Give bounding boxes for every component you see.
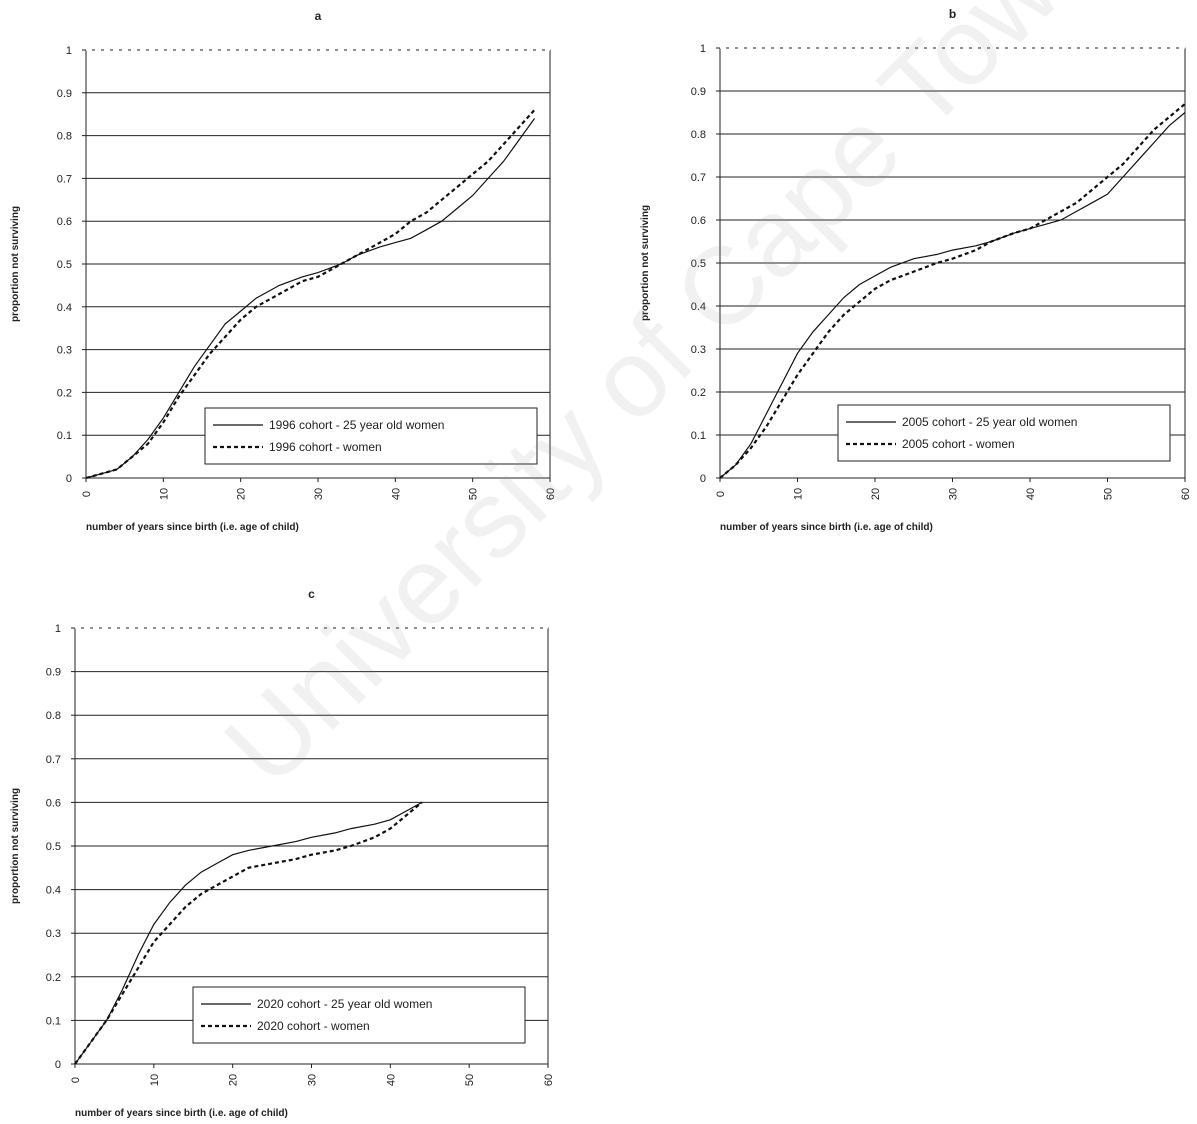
x-tick-label: 30: [948, 488, 960, 500]
x-tick-label: 40: [390, 488, 402, 500]
y-axis-label: proportion not surviving: [10, 206, 21, 322]
chart-title: b: [949, 7, 956, 21]
x-tick-label: 60: [543, 1074, 555, 1086]
x-tick-label: 10: [149, 1074, 161, 1086]
y-tick-label: 0.2: [57, 387, 72, 399]
y-tick-label: 1: [700, 43, 706, 55]
x-tick-label: 20: [870, 488, 882, 500]
x-tick-label: 0: [715, 491, 727, 497]
y-tick-label: 0.8: [57, 131, 72, 143]
y-tick-label: 0.1: [46, 1015, 61, 1027]
x-tick-label: 20: [236, 488, 248, 500]
x-tick-label: 30: [307, 1074, 319, 1086]
y-tick-label: 1: [66, 45, 72, 57]
y-tick-label: 0.6: [46, 797, 61, 809]
chart-svg-a: a00.10.20.30.40.50.60.70.80.910 10 20 30 40 5…: [10, 9, 557, 533]
y-tick-label: 0.3: [691, 344, 706, 356]
y-tick-label: 0.2: [691, 387, 706, 399]
chart-panel-c: c 0 0.1 0.2 0.3 0.4 0.5 0.6 0.7 0.8 0.9 1 0 10 20 30 40 5…: [0, 590, 600, 1124]
legend-label: 1996 cohort - women: [269, 440, 382, 454]
series-line-women: [74, 801, 423, 1065]
y-tick-label: 0: [700, 473, 706, 485]
x-tick-label: 10: [158, 488, 170, 500]
y-tick-label: 0: [66, 473, 72, 485]
legend-box: [837, 404, 1171, 462]
y-tick-label: 0.6: [57, 216, 72, 228]
legend-label: 1996 cohort - 25 year old women: [269, 418, 444, 432]
y-tick-label: 0.2: [46, 972, 61, 984]
legend-box: [192, 986, 526, 1044]
y-tick-label: 0.4: [46, 885, 61, 897]
y-tick-label: 0.3: [46, 928, 61, 940]
y-tick-label: 0.9: [46, 667, 61, 679]
chart-title: c: [308, 590, 315, 601]
chart-panel-b: b 0 0.1 0.2 0.3 0.4 0.5 0.6 0.7 0.8 0.9 1 0 10 20 30 40 5…: [630, 0, 1197, 545]
y-tick-label: 0.3: [57, 345, 72, 357]
y-axis-label: proportion not surviving: [640, 205, 651, 321]
x-tick-label: 50: [1103, 488, 1115, 500]
x-tick-label: 60: [545, 488, 557, 500]
y-tick-label: 0.1: [57, 430, 72, 442]
chart-title: a: [315, 9, 322, 23]
x-tick-label: 50: [468, 488, 480, 500]
series-line-25-year-old-women: [85, 118, 535, 479]
x-tick-label: 0: [81, 491, 93, 497]
x-tick-label: 40: [385, 1074, 397, 1086]
y-tick-label: 0.8: [46, 710, 61, 722]
y-axis-label: proportion not surviving: [10, 788, 21, 904]
chart-svg-b: b00.10.20.30.40.50.60.70.80.910 10 20 30 40 5…: [640, 7, 1192, 533]
x-tick-label: 0: [70, 1077, 82, 1083]
x-axis-label: number of years since birth (i.e. age of…: [720, 522, 933, 533]
x-tick-label: 40: [1025, 488, 1037, 500]
y-tick-label: 0.9: [691, 86, 706, 98]
y-tick-label: 0.6: [691, 215, 706, 227]
legend-label: 2005 cohort - women: [902, 437, 1015, 451]
y-tick-label: 0.5: [57, 259, 72, 271]
series-line-women: [719, 103, 1186, 479]
legend-label: 2005 cohort - 25 year old women: [902, 415, 1077, 429]
y-tick-label: 0.4: [691, 301, 706, 313]
chart-panel-a: a 0 0.1 0.2 0.3 0.4 0.5 0.6 0.7 0.8 0.9 1 0 10 20 30 40 5…: [0, 0, 600, 545]
y-tick-label: 0.4: [57, 302, 72, 314]
y-tick-label: 0.5: [46, 841, 61, 853]
y-tick-label: 0.7: [57, 173, 72, 185]
series-line-25-year-old-women: [74, 801, 423, 1065]
y-tick-label: 1: [55, 623, 61, 635]
x-tick-label: 20: [228, 1074, 240, 1086]
chart-svg-c: c00.10.20.30.40.50.60.70.80.910 10 20 30 40 5…: [10, 590, 555, 1119]
x-tick-label: 10: [793, 488, 805, 500]
series-line-women: [85, 109, 536, 480]
x-tick-label: 30: [313, 488, 325, 500]
x-axis-label: number of years since birth (i.e. age of…: [75, 1108, 288, 1119]
x-axis-label: number of years since birth (i.e. age of…: [86, 522, 299, 533]
legend-box: [204, 407, 538, 465]
y-tick-label: 0.5: [691, 258, 706, 270]
y-tick-label: 0.8: [691, 129, 706, 141]
legend-label: 2020 cohort - women: [257, 1019, 370, 1033]
y-tick-label: 0.7: [691, 172, 706, 184]
y-tick-label: 0: [55, 1059, 61, 1071]
y-tick-label: 0.1: [691, 430, 706, 442]
y-tick-label: 0.9: [57, 88, 72, 100]
x-tick-label: 50: [464, 1074, 476, 1086]
series-line-25-year-old-women: [719, 112, 1186, 479]
legend-label: 2020 cohort - 25 year old women: [257, 997, 432, 1011]
x-tick-label: 60: [1180, 488, 1192, 500]
y-tick-label: 0.7: [46, 754, 61, 766]
